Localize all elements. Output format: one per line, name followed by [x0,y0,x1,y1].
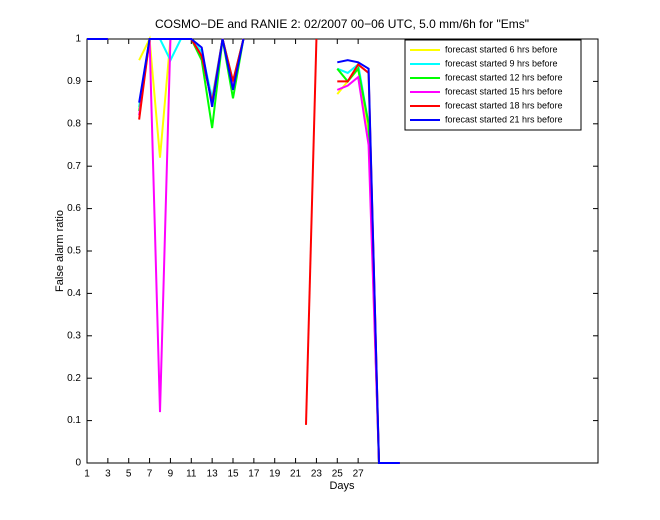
x-tick-label: 25 [332,469,344,480]
y-tick-label: 0.7 [67,161,81,172]
x-tick-label: 5 [126,469,132,480]
x-axis-label: Days [329,480,355,492]
x-tick-label: 11 [186,469,197,480]
x-tick-label: 21 [290,469,302,480]
x-tick-label: 27 [353,469,365,480]
legend-label: forecast started 15 hrs before [445,86,563,96]
x-tick-label: 1 [84,469,90,480]
y-tick-label: 0.1 [67,415,81,426]
x-tick-label: 9 [168,469,174,480]
x-tick-label: 13 [207,469,219,480]
y-tick-label: 0.6 [67,203,81,214]
legend-label: forecast started 18 hrs before [445,100,563,110]
y-tick-label: 0.8 [67,118,81,129]
y-tick-label: 0.5 [67,246,81,257]
y-tick-label: 0 [75,458,81,469]
x-tick-label: 23 [311,469,323,480]
x-tick-label: 19 [269,469,281,480]
x-tick-label: 17 [248,469,260,480]
x-tick-label: 7 [147,469,153,480]
legend-label: forecast started 6 hrs before [445,44,558,54]
y-tick-label: 1 [75,34,81,45]
series-line [305,38,318,425]
series-line [337,59,400,464]
x-tick-label: 3 [105,469,111,480]
y-axis-label: False alarm ratio [54,210,66,292]
x-tick-label: 15 [227,469,239,480]
y-tick-label: 0.3 [67,330,81,341]
series-line [138,38,245,108]
y-tick-label: 0.9 [67,76,81,87]
y-tick-label: 0.4 [67,288,81,299]
y-tick-label: 0.2 [67,373,81,384]
legend-label: forecast started 9 hrs before [445,58,558,68]
chart-title: COSMO−DE and RANIE 2: 02/2007 00−06 UTC,… [155,17,529,31]
legend-label: forecast started 12 hrs before [445,72,563,82]
legend-label: forecast started 21 hrs before [445,114,563,124]
legend-box [404,39,582,131]
